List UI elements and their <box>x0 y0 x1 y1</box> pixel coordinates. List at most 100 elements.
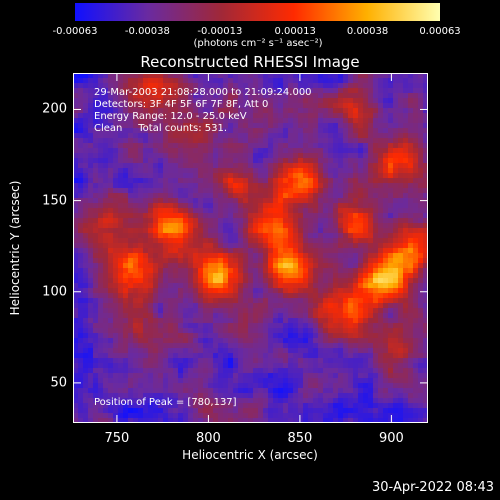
heatmap-cell <box>228 88 233 93</box>
heatmap-cell <box>273 73 278 78</box>
heatmap-cell <box>223 138 228 143</box>
heatmap-cell <box>123 358 128 363</box>
heatmap-cell <box>128 88 133 93</box>
heatmap-cell <box>123 173 128 178</box>
heatmap-cell <box>73 403 78 408</box>
heatmap-cell <box>358 303 363 308</box>
heatmap-cell <box>238 158 243 163</box>
heatmap-cell <box>303 388 308 393</box>
heatmap-cell <box>208 403 213 408</box>
heatmap-cell <box>188 353 193 358</box>
heatmap-cell <box>418 163 423 168</box>
heatmap-cell <box>103 198 108 203</box>
heatmap-cell <box>258 198 263 203</box>
heatmap-cell <box>163 183 168 188</box>
heatmap-cell <box>103 168 108 173</box>
heatmap-cell <box>363 263 368 268</box>
heatmap-cell <box>418 248 423 253</box>
heatmap-cell <box>88 228 93 233</box>
heatmap-cell <box>243 108 248 113</box>
heatmap-cell <box>408 388 413 393</box>
heatmap-cell <box>393 278 398 283</box>
heatmap-cell <box>228 218 233 223</box>
heatmap-cell <box>218 333 223 338</box>
heatmap-cell <box>158 198 163 203</box>
heatmap-cell <box>408 293 413 298</box>
heatmap-cell <box>353 243 358 248</box>
heatmap-cell <box>293 348 298 353</box>
heatmap-cell <box>278 243 283 248</box>
heatmap-cell <box>288 383 293 388</box>
heatmap-cell <box>413 383 418 388</box>
heatmap-cell <box>303 158 308 163</box>
heatmap-cell <box>273 153 278 158</box>
heatmap-cell <box>148 388 153 393</box>
heatmap-cell <box>308 258 313 263</box>
heatmap-cell <box>163 218 168 223</box>
heatmap-cell <box>93 153 98 158</box>
heatmap-cell <box>268 83 273 88</box>
heatmap-cell <box>108 188 113 193</box>
heatmap-cell <box>238 363 243 368</box>
heatmap-cell <box>358 148 363 153</box>
heatmap-cell <box>353 343 358 348</box>
heatmap-cell <box>213 263 218 268</box>
heatmap-cell <box>363 398 368 403</box>
heatmap-cell <box>268 298 273 303</box>
heatmap-cell <box>123 308 128 313</box>
heatmap-cell <box>293 278 298 283</box>
heatmap-cell <box>73 83 78 88</box>
heatmap-cell <box>168 103 173 108</box>
heatmap-cell <box>203 383 208 388</box>
heatmap-cell <box>318 108 323 113</box>
heatmap-cell <box>208 413 213 418</box>
heatmap-cell <box>268 198 273 203</box>
heatmap-cell <box>248 313 253 318</box>
heatmap-cell <box>418 168 423 173</box>
heatmap-cell <box>138 238 143 243</box>
heatmap-cell <box>273 208 278 213</box>
heatmap-cell <box>73 78 78 83</box>
heatmap-cell <box>78 133 83 138</box>
heatmap-cell <box>98 418 103 423</box>
heatmap-cell <box>78 173 83 178</box>
heatmap-cell <box>133 193 138 198</box>
heatmap-cell <box>323 403 328 408</box>
heatmap-cell <box>333 398 338 403</box>
heatmap-cell <box>293 118 298 123</box>
heatmap-cell <box>298 163 303 168</box>
heatmap-cell <box>423 98 428 103</box>
heatmap-cell <box>98 248 103 253</box>
heatmap-cell <box>233 293 238 298</box>
heatmap-cell <box>203 353 208 358</box>
heatmap-cell <box>113 213 118 218</box>
heatmap-cell <box>348 123 353 128</box>
heatmap-cell <box>83 313 88 318</box>
heatmap-cell <box>128 308 133 313</box>
heatmap-cell <box>183 303 188 308</box>
heatmap-cell <box>178 83 183 88</box>
heatmap-cell <box>183 408 188 413</box>
heatmap-cell <box>168 218 173 223</box>
heatmap-cell <box>73 153 78 158</box>
heatmap-cell <box>293 363 298 368</box>
heatmap-cell <box>133 168 138 173</box>
heatmap-cell <box>373 363 378 368</box>
heatmap-cell <box>383 283 388 288</box>
heatmap-cell <box>308 88 313 93</box>
heatmap-cell <box>308 223 313 228</box>
heatmap-cell <box>83 303 88 308</box>
plot-area: 29-Mar-2003 21:08:28.000 to 21:09:24.000… <box>73 73 428 423</box>
heatmap-cell <box>278 198 283 203</box>
heatmap-cell <box>263 298 268 303</box>
heatmap-cell <box>393 268 398 273</box>
heatmap-cell <box>293 338 298 343</box>
heatmap-cell <box>168 398 173 403</box>
heatmap-cell <box>278 263 283 268</box>
heatmap-cell <box>193 228 198 233</box>
heatmap-cell <box>188 178 193 183</box>
heatmap-cell <box>343 403 348 408</box>
heatmap-cell <box>408 228 413 233</box>
heatmap-cell <box>413 213 418 218</box>
heatmap-cell <box>353 173 358 178</box>
